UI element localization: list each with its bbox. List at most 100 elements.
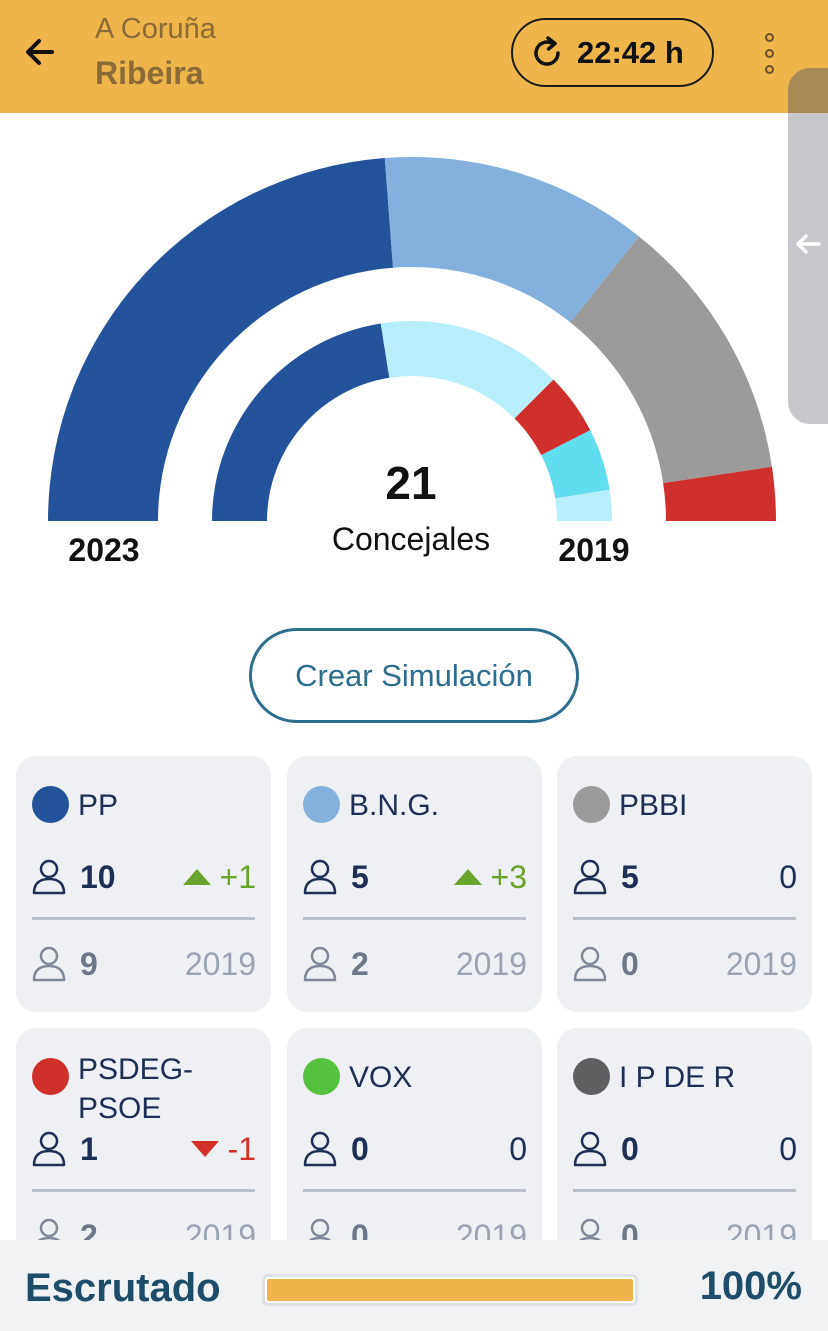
previous-seats-row: 9 2019: [32, 944, 256, 984]
seat-change: -1: [190, 1129, 256, 1169]
inner-slice-1: [380, 321, 554, 419]
side-drawer-handle[interactable]: [788, 68, 828, 424]
seat-change-value: -1: [227, 1131, 256, 1167]
previous-seats: 9: [80, 946, 98, 982]
municipality-name: Ribeira: [95, 55, 204, 91]
current-seats: 0: [351, 1131, 369, 1167]
current-seats: 0: [621, 1131, 639, 1167]
person-icon: [303, 859, 337, 895]
divider: [303, 1189, 526, 1192]
seat-change-value: +3: [490, 859, 527, 895]
total-label: Concejales: [332, 521, 490, 557]
divider: [573, 917, 796, 920]
party-color-dot: [303, 786, 340, 823]
party-color-dot: [573, 786, 610, 823]
count-percentage: 100%: [699, 1264, 802, 1308]
seat-change: 0: [509, 1129, 527, 1169]
divider: [573, 1189, 796, 1192]
person-icon: [303, 946, 337, 982]
party-card-pp[interactable]: PP 10 +1 9 2019: [16, 756, 271, 1012]
current-seats: 10: [80, 859, 116, 895]
more-options-button[interactable]: [749, 28, 789, 78]
person-icon: [573, 1131, 607, 1167]
outer-slice-2: [570, 236, 772, 484]
arrow-left-icon: [26, 39, 54, 65]
inner-slice-2: [514, 379, 591, 456]
seat-change-value: 0: [509, 1131, 527, 1167]
location-titles: A Coruña Ribeira: [95, 12, 216, 95]
current-seats: 1: [80, 1131, 98, 1167]
seat-change: +1: [182, 857, 256, 897]
seat-change: +3: [453, 857, 527, 897]
hemicycle-chart: 21 Concejales 2023 2019: [0, 113, 828, 593]
count-progress-fill: [267, 1279, 633, 1301]
party-name: PP: [78, 789, 119, 822]
current-seats-row: 5 +3: [303, 857, 527, 897]
create-simulation-button[interactable]: Crear Simulación: [249, 628, 579, 723]
party-name: VOX: [349, 1061, 413, 1094]
outer-year-label: 2023: [68, 532, 139, 568]
inner-slice-0: [212, 323, 390, 521]
party-name: B.N.G.: [349, 789, 440, 822]
hemicycle-svg: 21 Concejales 2023 2019: [48, 157, 776, 568]
person-icon: [32, 859, 66, 895]
seat-change-value: 0: [779, 1131, 797, 1167]
party-color-dot: [303, 1058, 340, 1095]
handle-top: [788, 68, 828, 113]
party-color-dot: [573, 1058, 610, 1095]
count-progress-footer: Escrutado 100%: [0, 1240, 828, 1331]
person-icon: [573, 859, 607, 895]
divider: [303, 917, 526, 920]
party-name: I P DE R: [619, 1061, 736, 1094]
seat-change: 0: [779, 1129, 797, 1169]
previous-seats: 0: [621, 946, 639, 982]
dot: [764, 32, 774, 42]
triangle-down-icon: [190, 1141, 219, 1157]
person-icon: [32, 946, 66, 982]
current-seats-row: 0 0: [573, 1129, 797, 1169]
person-icon: [32, 1131, 66, 1167]
seat-change-value: 0: [779, 859, 797, 895]
party-name: PSDEG- PSOE: [78, 1053, 194, 1125]
arrow-left-icon: [796, 234, 821, 254]
update-time: 22:42 h: [577, 34, 684, 70]
inner-slice-3: [541, 430, 610, 499]
previous-year: 2019: [455, 946, 527, 982]
dot: [764, 64, 774, 74]
seat-change: 0: [779, 857, 797, 897]
refresh-time-button[interactable]: 22:42 h: [511, 18, 714, 87]
current-seats-row: 5 0: [573, 857, 797, 897]
current-seats: 5: [351, 859, 369, 895]
app-header: A Coruña Ribeira 22:42 h: [0, 0, 828, 113]
divider: [32, 1189, 255, 1192]
party-color-dot: [32, 1058, 69, 1095]
current-seats-row: 1 -1: [32, 1129, 256, 1169]
count-label: Escrutado: [25, 1266, 221, 1310]
outer-slice-0: [48, 158, 394, 521]
outer-slice-1: [384, 157, 639, 323]
total-seats: 21: [385, 457, 436, 509]
party-card-pbbi[interactable]: PBBI 5 0 0 2019: [557, 756, 812, 1012]
province-name: A Coruña: [95, 13, 216, 45]
triangle-up-icon: [182, 869, 211, 885]
party-card-bng[interactable]: B.N.G. 5 +3 2 2019: [287, 756, 542, 1012]
count-progress-bar: [262, 1274, 638, 1306]
previous-year: 2019: [184, 946, 256, 982]
inner-slice-4: [555, 489, 612, 521]
dot: [764, 48, 774, 58]
party-name: PBBI: [619, 789, 688, 822]
current-seats-row: 10 +1: [32, 857, 256, 897]
party-color-dot: [32, 786, 69, 823]
person-icon: [303, 1131, 337, 1167]
refresh-icon: [534, 35, 560, 66]
previous-seats: 2: [351, 946, 369, 982]
previous-seats-row: 0 2019: [573, 944, 797, 984]
divider: [32, 917, 255, 920]
triangle-up-icon: [453, 869, 482, 885]
seat-change-value: +1: [219, 859, 256, 895]
outer-slice-3: [663, 466, 776, 521]
previous-year: 2019: [725, 946, 797, 982]
back-button[interactable]: [18, 30, 62, 74]
inner-year-label: 2019: [558, 532, 629, 568]
